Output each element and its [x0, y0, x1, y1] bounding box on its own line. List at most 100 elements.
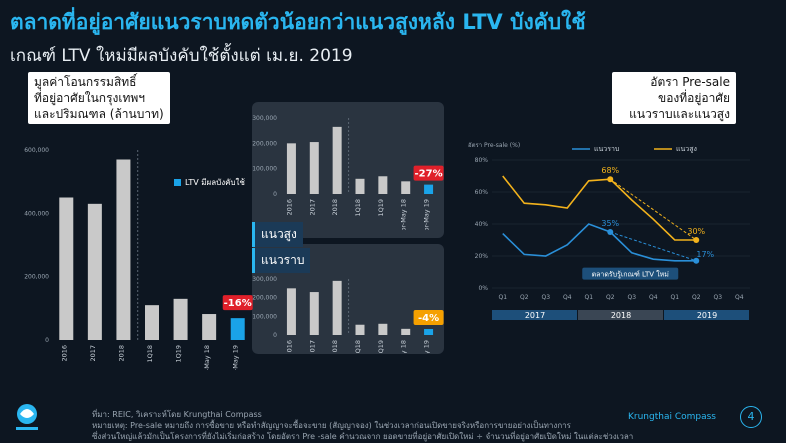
data-label: 68% — [601, 166, 619, 175]
x-tick-label: 2017 — [89, 345, 97, 362]
x-tick-label: Apr-May 19 — [423, 199, 431, 230]
low-rise-segment-label: แนวราบ — [252, 248, 311, 273]
year-band — [578, 310, 663, 320]
x-tick-label: Apr-May 19 — [423, 340, 431, 353]
left-label-line: และปริมณฑล (ล้านบาท) — [34, 107, 164, 121]
high-rise-panel — [252, 102, 444, 238]
brand-name: Krungthai Compass — [628, 412, 716, 422]
y-tick-label: 300,000 — [252, 115, 277, 122]
change-badge-label: -16% — [224, 298, 252, 309]
bar — [332, 280, 342, 335]
x-tick-label: 1Q19 — [377, 340, 385, 353]
bar — [145, 305, 159, 340]
bar — [286, 143, 296, 194]
bar — [355, 324, 365, 335]
x-tick-label: Apr-May 19 — [232, 345, 240, 370]
bar — [378, 323, 388, 335]
bar — [401, 328, 411, 335]
callout-box — [582, 267, 679, 280]
trend-arrow — [610, 231, 697, 262]
change-badge — [413, 310, 444, 326]
x-tick-label: 1Q18 — [354, 199, 362, 217]
x-tick-label: 2017 — [308, 340, 316, 353]
x-tick-label: 1Q18 — [354, 340, 362, 353]
y-tick-label: 200,000 — [24, 274, 49, 281]
bar — [309, 292, 319, 335]
y-tick-label: 200,000 — [252, 295, 277, 302]
x-tick-label: 1Q19 — [175, 345, 183, 363]
year-band — [664, 310, 749, 320]
change-badge — [222, 295, 253, 311]
footnote-note: หมายเหตุ: Pre-sale หมายถึง การซื้อขาย หร… — [92, 421, 571, 430]
high-rise-bar-chart: 0 100,000 200,000 300,000 2016 2017 2018 1Q18 1Q… — [252, 115, 444, 230]
data-label: 30% — [687, 227, 705, 236]
x-tick-label: 2018 — [331, 199, 339, 216]
x-tick-label: 1Q18 — [146, 345, 154, 363]
left-label-line: ที่อยู่อาศัยในกรุงเทพฯ — [34, 91, 146, 105]
ltv-legend-swatch — [174, 179, 181, 186]
y-tick-label: 100,000 — [252, 166, 277, 173]
presale-line-chart: อัตรา Pre-sale (%) 0% 20% 40% 60% 80% Q1 Q2 Q3 Q4… — [468, 142, 750, 320]
x-tick-label: Q1 — [498, 294, 507, 301]
right-chart-label: อัตรา Pre-sale ของที่อยู่อาศัย แนวราบและ… — [612, 72, 736, 124]
year-label: 2018 — [611, 311, 631, 320]
y-tick-label: 20% — [475, 253, 489, 260]
x-tick-label: Q3 — [627, 294, 636, 301]
legend-label: แนวสูง — [676, 145, 697, 153]
x-tick-label: Q1 — [584, 294, 593, 301]
ltv-legend: LTV มีผลบังคับใช้ — [174, 176, 245, 189]
x-tick-label: 2016 — [285, 199, 293, 216]
year-label: 2017 — [525, 311, 545, 320]
ltv-legend-label: LTV มีผลบังคับใช้ — [185, 178, 245, 187]
right-label-line: แนวราบและแนวสูง — [629, 107, 730, 121]
x-tick-label: 1Q19 — [377, 199, 385, 217]
bar — [202, 314, 217, 340]
y-tick-label: 100,000 — [252, 313, 277, 320]
x-tick-label: Q4 — [649, 294, 658, 301]
x-tick-label: 2016 — [60, 345, 68, 362]
marker-point — [607, 176, 614, 183]
bar — [424, 184, 434, 194]
year-band — [492, 310, 577, 320]
high-rise-segment-label: แนวสูง — [252, 222, 303, 247]
series-line — [502, 223, 697, 262]
footnote-formula: ซึ่งส่วนใหญ่แล้วมักเป็นโครงการที่ยังไม่เ… — [92, 432, 634, 441]
y-tick-label: 200,000 — [252, 140, 277, 147]
bar — [286, 288, 296, 335]
page-subtitle: เกณฑ์ LTV ใหม่มีผลบังคับใช้ตั้งแต่ เม.ย.… — [10, 46, 353, 66]
x-tick-label: Apr-May 18 — [203, 345, 211, 370]
bar — [355, 178, 365, 194]
y-tick-label: 0 — [273, 332, 277, 339]
low-rise-bar-chart: 0 100,000 200,000 300,000 2016 2017 2018 1Q18 1Q… — [252, 276, 444, 353]
bar — [401, 181, 411, 194]
trend-arrow — [609, 178, 697, 241]
y-tick-label: 400,000 — [24, 210, 49, 217]
bar — [59, 197, 74, 340]
bar — [424, 329, 434, 335]
x-tick-label: Q2 — [606, 294, 615, 301]
y-axis-title: อัตรา Pre-sale (%) — [468, 142, 520, 149]
change-badge-label: -27% — [415, 169, 443, 180]
x-tick-label: Q2 — [692, 294, 701, 301]
series-line — [502, 175, 697, 241]
y-tick-label: 0% — [478, 285, 488, 292]
y-tick-label: 0 — [273, 191, 277, 198]
y-tick-label: 300,000 — [252, 276, 277, 283]
footnote-source: ที่มา: REIC, วิเคราะห์โดย Krungthai Comp… — [92, 410, 262, 419]
bar — [378, 176, 388, 194]
legend-label: แนวราบ — [594, 145, 619, 153]
bar — [230, 318, 245, 340]
x-tick-label: Q1 — [670, 294, 679, 301]
y-tick-label: 40% — [475, 221, 489, 228]
y-tick-label: 0 — [45, 337, 49, 344]
year-label: 2019 — [697, 311, 717, 320]
x-tick-label: Q2 — [520, 294, 529, 301]
bar — [116, 159, 131, 340]
change-badge-label: -4% — [418, 313, 439, 324]
bar — [309, 142, 319, 194]
page-number: 4 — [740, 406, 762, 428]
x-tick-label: 2017 — [308, 199, 316, 216]
right-label-line: ของที่อยู่อาศัย — [657, 91, 730, 105]
page-title: ตลาดที่อยู่อาศัยแนวราบหดตัวน้อยกว่าแนวสู… — [10, 10, 586, 34]
x-tick-label: Apr-May 18 — [400, 340, 408, 353]
